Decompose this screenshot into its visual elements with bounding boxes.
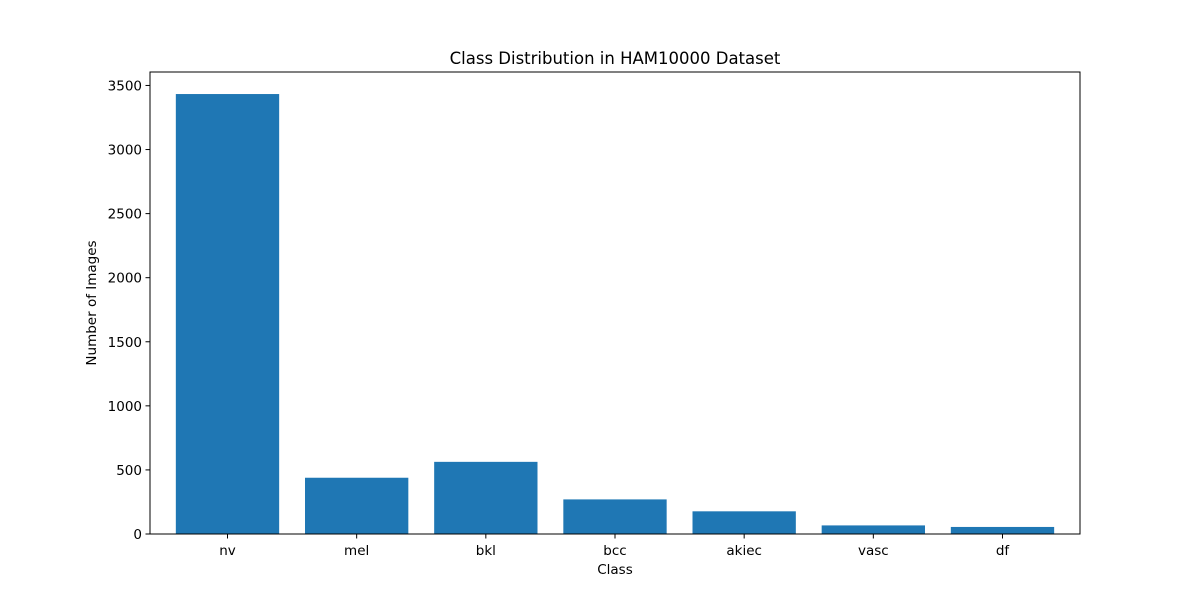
y-tick-label: 1000: [108, 399, 142, 415]
bar-bkl: [434, 461, 538, 534]
x-tick-label-df: df: [996, 543, 1011, 559]
plot-area: 0 500 1000 1500 2000 2500 3000 3500 nv mel bkl bcc a…: [108, 71, 1081, 559]
y-tick-label: 2000: [108, 271, 142, 287]
x-tick-label-bkl: bkl: [476, 543, 496, 559]
chart-title: Class Distribution in HAM10000 Dataset: [450, 49, 781, 68]
x-tick-label-mel: mel: [344, 543, 369, 559]
y-tick-label: 2500: [108, 207, 142, 223]
bar-bcc: [563, 499, 667, 534]
y-tick-label: 0: [133, 527, 142, 543]
y-tick-label: 3500: [108, 78, 142, 94]
bar-nv: [175, 94, 280, 534]
bar-df: [950, 526, 1055, 534]
bar-mel: [305, 477, 409, 534]
y-tick-label: 3000: [108, 143, 142, 159]
x-tick-label-bcc: bcc: [603, 543, 626, 559]
x-axis-label: Class: [597, 562, 633, 578]
y-tick-label: 500: [116, 463, 142, 479]
x-tick-label-nv: nv: [219, 543, 236, 559]
bar-akiec: [692, 511, 796, 534]
y-axis-label: Number of Images: [84, 240, 100, 365]
x-tick-label-vasc: vasc: [858, 543, 889, 559]
y-tick-label: 1500: [108, 335, 142, 351]
x-tick-label-akiec: akiec: [726, 543, 762, 559]
bar-vasc: [821, 525, 925, 534]
